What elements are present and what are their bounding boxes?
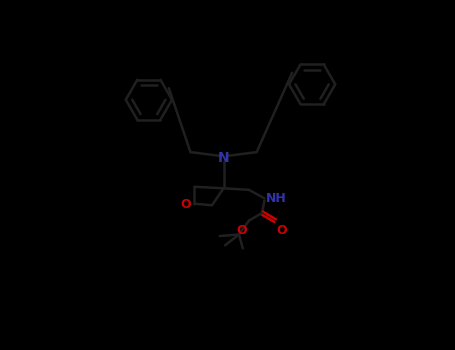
Text: O: O (181, 198, 191, 211)
Text: O: O (237, 224, 248, 237)
Text: O: O (276, 224, 287, 237)
Text: N: N (218, 150, 229, 164)
Text: NH: NH (266, 192, 287, 205)
